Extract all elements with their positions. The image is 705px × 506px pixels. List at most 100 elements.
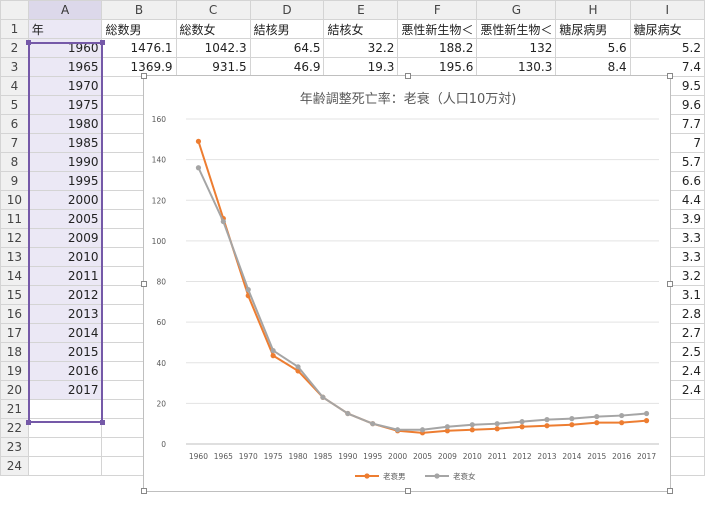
select-all-corner[interactable] (0, 0, 29, 20)
row-header[interactable]: 16 (0, 304, 29, 324)
cell-f1[interactable]: 悪性新生物＜ (397, 19, 478, 39)
column-header-g[interactable]: G (476, 0, 557, 20)
chart-resize-handle[interactable] (405, 73, 411, 79)
data-point[interactable] (594, 420, 600, 426)
legend-label-2[interactable]: 老衰女 (453, 471, 476, 481)
cell-a[interactable]: 2012 (27, 285, 103, 305)
cell-a[interactable]: 1960 (27, 38, 103, 58)
row-header[interactable]: 15 (0, 285, 29, 305)
row-header[interactable]: 21 (0, 399, 29, 419)
cell-b1[interactable]: 総数男 (101, 19, 177, 39)
data-point[interactable] (220, 218, 226, 225)
cell-a[interactable]: 1985 (27, 133, 103, 153)
cell-a[interactable]: 2014 (27, 323, 103, 343)
cell-d[interactable]: 46.9 (249, 57, 325, 77)
row-header[interactable]: 11 (0, 209, 29, 229)
cell-a[interactable]: 2009 (27, 228, 103, 248)
cell-a[interactable]: 2016 (27, 361, 103, 381)
cell-a[interactable]: 1995 (27, 171, 103, 191)
cell-h1[interactable]: 糖尿病男 (555, 19, 631, 39)
chart-resize-handle[interactable] (667, 488, 673, 494)
data-point[interactable] (195, 165, 202, 171)
column-header-f[interactable]: F (397, 0, 478, 20)
cell-a[interactable] (27, 456, 103, 476)
column-header-e[interactable]: E (323, 0, 399, 20)
cell-d[interactable]: 64.5 (249, 38, 325, 58)
data-point[interactable] (395, 427, 401, 433)
cell-h[interactable]: 5.6 (555, 38, 631, 58)
chart-resize-handle[interactable] (141, 488, 147, 494)
data-point[interactable] (270, 347, 276, 354)
data-point[interactable] (519, 419, 525, 425)
data-point[interactable] (594, 413, 600, 420)
series-line-1[interactable] (197, 141, 647, 434)
row-header[interactable]: 3 (0, 57, 29, 77)
cell-b[interactable]: 1369.9 (101, 57, 177, 77)
row-header[interactable]: 10 (0, 190, 29, 210)
cell-g[interactable]: 132 (476, 38, 557, 58)
row-header[interactable]: 1 (0, 19, 29, 39)
row-header[interactable]: 14 (0, 266, 29, 286)
cell-a[interactable]: 2005 (27, 209, 103, 229)
data-point[interactable] (494, 426, 500, 432)
data-point[interactable] (295, 364, 301, 370)
chart-resize-handle[interactable] (141, 281, 147, 287)
column-header-i[interactable]: I (629, 0, 705, 20)
cell-a[interactable]: 1980 (27, 114, 103, 134)
data-point[interactable] (544, 417, 550, 423)
column-header-b[interactable]: B (101, 0, 177, 20)
chart-resize-handle[interactable] (141, 73, 147, 79)
cell-b[interactable]: 1476.1 (101, 38, 177, 58)
row-header[interactable]: 13 (0, 247, 29, 267)
chart-object[interactable]: 年齢調整死亡率：老衰（人口10万対) 0 20 40 60 80 100 120 140 160… (141, 73, 673, 494)
cell-i[interactable]: 7.4 (629, 57, 705, 77)
data-point[interactable] (519, 424, 525, 430)
row-header[interactable]: 4 (0, 76, 29, 96)
column-header-h[interactable]: H (555, 0, 631, 20)
cell-c[interactable]: 1042.3 (175, 38, 251, 58)
legend-label-1[interactable]: 老衰男 (383, 471, 406, 481)
cell-e1[interactable]: 結核女 (323, 19, 399, 39)
row-header[interactable]: 9 (0, 171, 29, 191)
cell-a[interactable]: 1990 (27, 152, 103, 172)
data-point[interactable] (569, 422, 575, 428)
data-point[interactable] (569, 416, 575, 422)
data-point[interactable] (544, 423, 550, 429)
selection-handle[interactable] (100, 420, 105, 425)
data-point[interactable] (270, 353, 276, 359)
cell-a1[interactable]: 年 (27, 19, 103, 39)
data-point[interactable] (469, 427, 475, 433)
data-point[interactable] (320, 394, 326, 400)
data-point[interactable] (444, 424, 450, 430)
cell-e[interactable]: 19.3 (323, 57, 399, 77)
cell-g[interactable]: 130.3 (476, 57, 557, 77)
chart-title[interactable]: 年齢調整死亡率：老衰（人口10万対) (299, 92, 517, 107)
data-point[interactable] (370, 421, 376, 427)
selection-handle[interactable] (26, 420, 31, 425)
chart-resize-handle[interactable] (667, 281, 673, 287)
cell-e[interactable]: 32.2 (323, 38, 399, 58)
cell-c[interactable]: 931.5 (175, 57, 251, 77)
data-point[interactable] (494, 421, 500, 427)
cell-a[interactable]: 2017 (27, 380, 103, 400)
cell-a[interactable]: 2011 (27, 266, 103, 286)
row-header[interactable]: 6 (0, 114, 29, 134)
row-header[interactable]: 18 (0, 342, 29, 362)
row-header[interactable]: 24 (0, 456, 29, 476)
row-header[interactable]: 20 (0, 380, 29, 400)
chart-resize-handle[interactable] (405, 488, 411, 494)
chart-plot[interactable]: 0 20 40 60 80 100 120 140 160 1960 1965 1970 1975 198… (144, 76, 672, 493)
row-header[interactable]: 8 (0, 152, 29, 172)
cell-a[interactable] (27, 437, 103, 457)
data-point[interactable] (419, 427, 426, 433)
cell-a[interactable]: 2010 (27, 247, 103, 267)
data-point[interactable] (643, 410, 650, 417)
cell-i1[interactable]: 糖尿病女 (629, 19, 705, 39)
data-point[interactable] (345, 410, 351, 417)
cell-c1[interactable]: 総数女 (175, 19, 251, 39)
cell-a[interactable]: 2000 (27, 190, 103, 210)
row-header[interactable]: 5 (0, 95, 29, 115)
row-header[interactable]: 22 (0, 418, 29, 438)
cell-a[interactable]: 1965 (27, 57, 103, 77)
cell-i[interactable]: 5.2 (629, 38, 705, 58)
